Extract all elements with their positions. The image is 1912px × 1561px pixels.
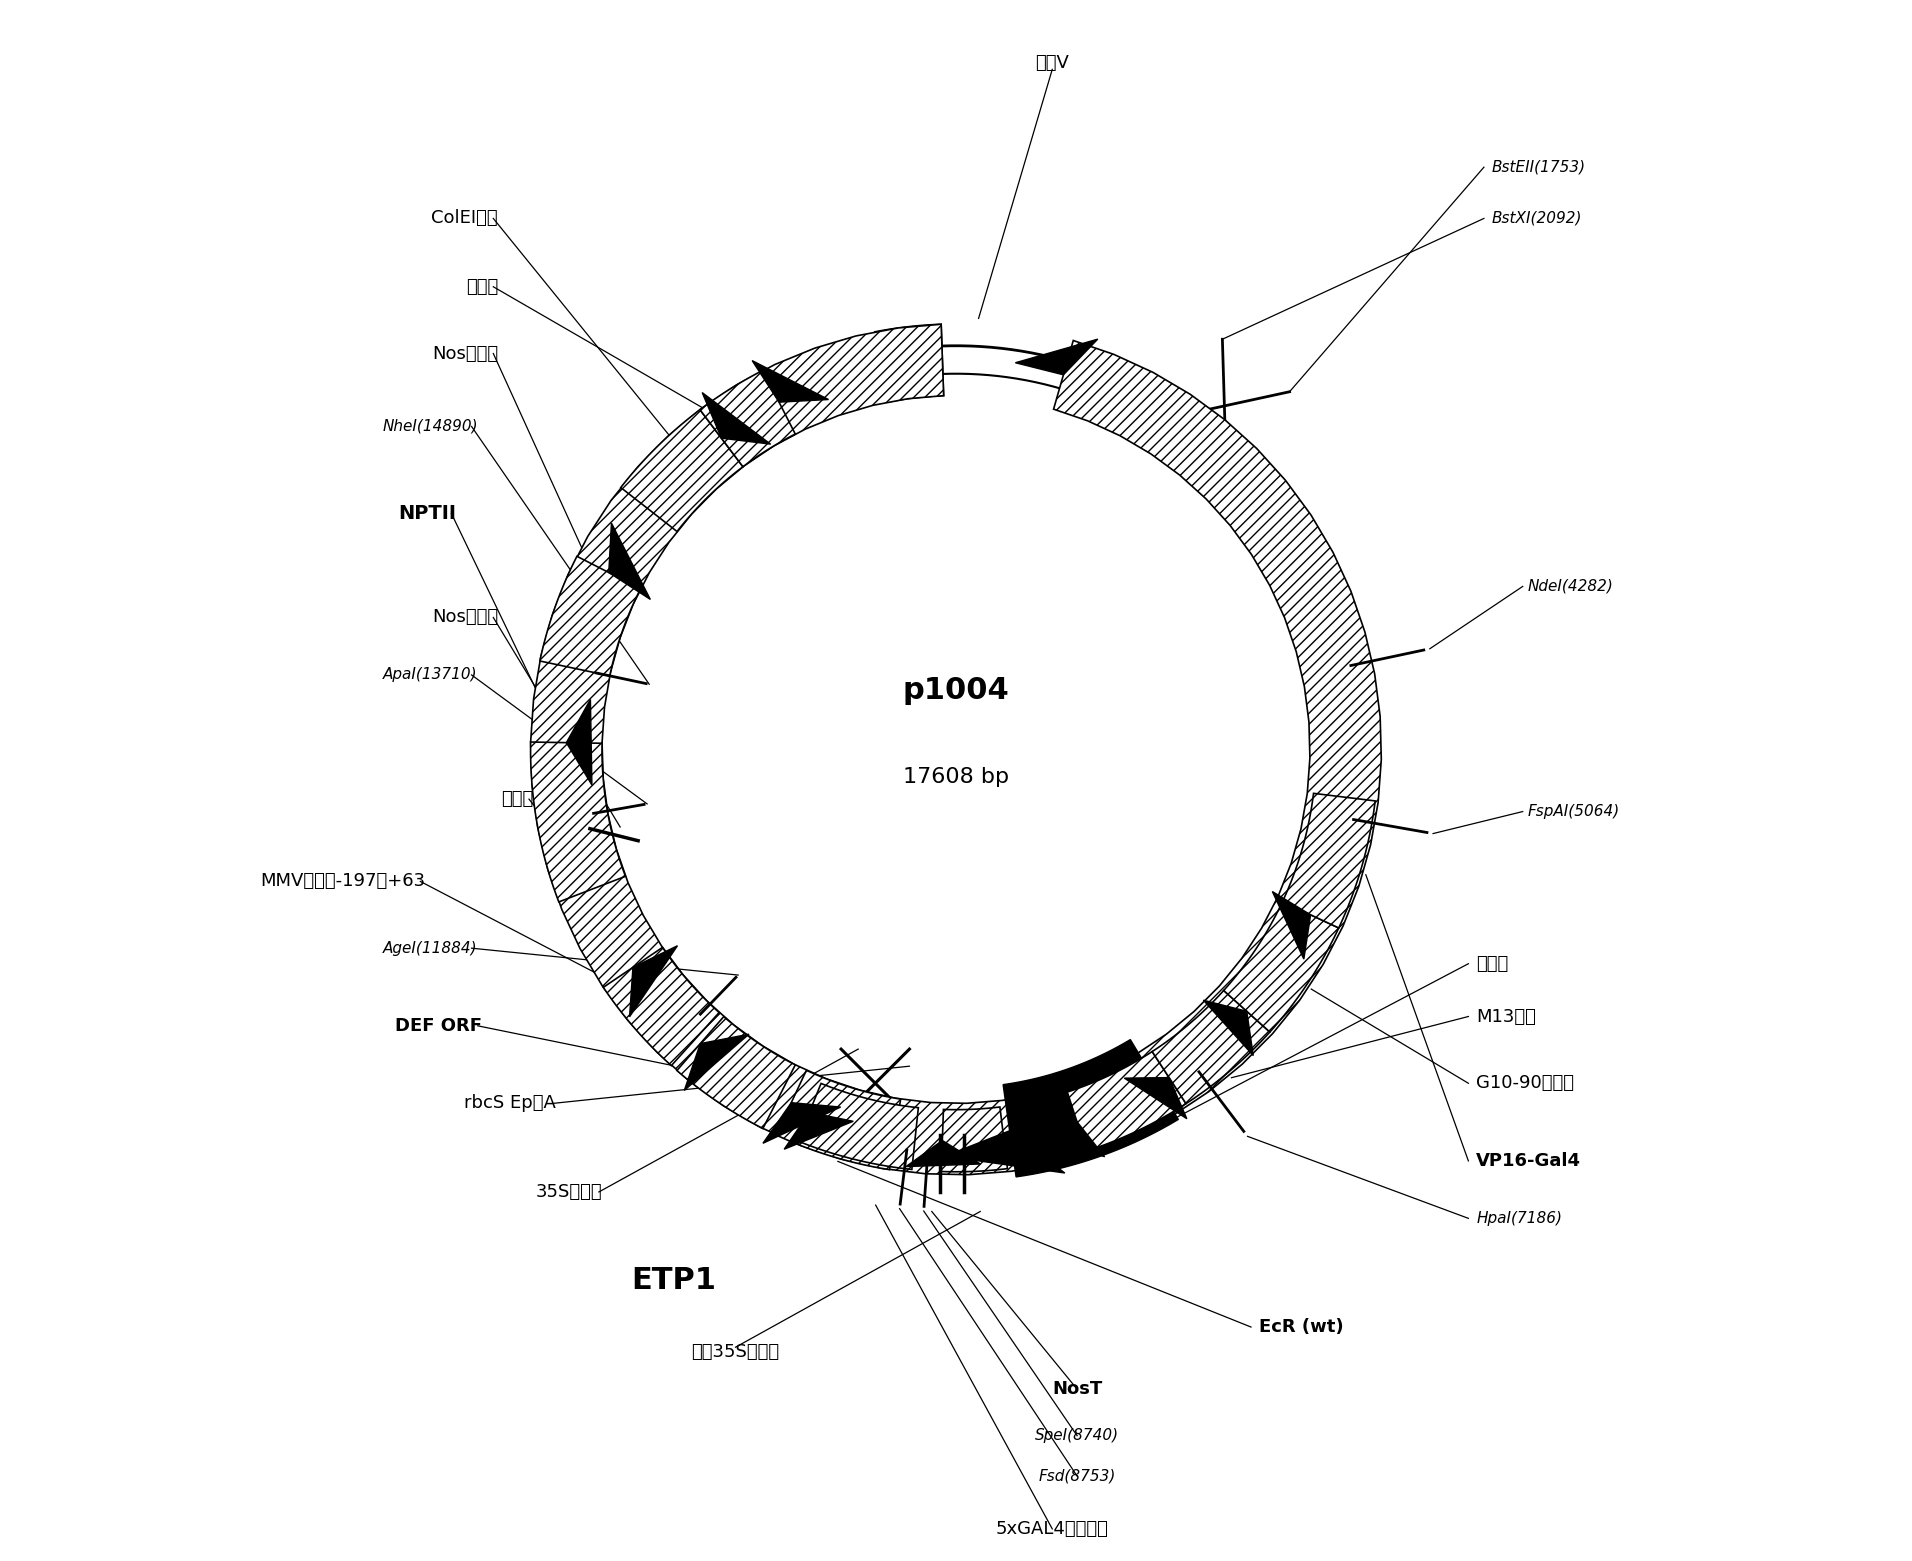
- Text: 增强子: 增强子: [501, 790, 533, 809]
- Text: FspAI(5064): FspAI(5064): [1528, 804, 1619, 820]
- Polygon shape: [784, 1113, 853, 1149]
- Polygon shape: [566, 699, 593, 785]
- Polygon shape: [530, 741, 625, 902]
- Polygon shape: [629, 946, 677, 1016]
- Text: NosT: NosT: [1052, 1380, 1101, 1399]
- Polygon shape: [1271, 891, 1310, 958]
- Polygon shape: [1283, 793, 1375, 927]
- Text: EcR (wt): EcR (wt): [1258, 1317, 1344, 1336]
- Polygon shape: [539, 556, 641, 676]
- Polygon shape: [702, 392, 771, 445]
- Polygon shape: [1004, 1040, 1178, 1177]
- Text: G10-90启动子: G10-90启动子: [1476, 1074, 1574, 1093]
- Polygon shape: [684, 1035, 750, 1091]
- Text: 5xGAL4效应元件: 5xGAL4效应元件: [996, 1520, 1109, 1538]
- Polygon shape: [1153, 991, 1270, 1104]
- Text: MMV启动子-197至+63: MMV启动子-197至+63: [260, 873, 424, 890]
- Text: NdeI(4282): NdeI(4282): [1528, 579, 1614, 593]
- Text: ColEI起点: ColEI起点: [432, 209, 497, 228]
- Polygon shape: [677, 1016, 795, 1129]
- Text: NPTII: NPTII: [398, 504, 457, 523]
- Polygon shape: [797, 1083, 918, 1169]
- Text: VP16-Gal4: VP16-Gal4: [1476, 1152, 1581, 1169]
- Polygon shape: [608, 523, 650, 599]
- Text: NheI(14890): NheI(14890): [382, 418, 478, 434]
- Text: AgeI(11884): AgeI(11884): [382, 941, 478, 955]
- Text: BstXI(2092): BstXI(2092): [1491, 211, 1581, 226]
- Text: Fsd(8753): Fsd(8753): [1038, 1469, 1117, 1483]
- Text: Nos终止子: Nos终止子: [432, 609, 497, 626]
- Text: ApaI(13710): ApaI(13710): [382, 668, 478, 682]
- Text: M13起点: M13起点: [1476, 1007, 1535, 1026]
- Text: BstEII(1753): BstEII(1753): [1491, 159, 1585, 175]
- Text: DEF ORF: DEF ORF: [396, 1016, 482, 1035]
- Polygon shape: [1034, 1121, 1105, 1157]
- Text: HpaI(7186): HpaI(7186): [1476, 1211, 1562, 1225]
- Polygon shape: [763, 1102, 841, 1143]
- Text: Nos启动子: Nos启动子: [432, 345, 497, 362]
- Polygon shape: [776, 1071, 901, 1169]
- Polygon shape: [532, 325, 1380, 1175]
- Text: rbcS Ep聚A: rbcS Ep聚A: [463, 1094, 554, 1113]
- Polygon shape: [945, 1130, 1065, 1172]
- Polygon shape: [876, 325, 945, 401]
- Polygon shape: [1203, 1001, 1252, 1055]
- Text: 35S终止子: 35S终止子: [535, 1183, 602, 1200]
- Polygon shape: [700, 370, 795, 467]
- Text: 17608 bp: 17608 bp: [902, 768, 1010, 787]
- Text: p1004: p1004: [902, 676, 1010, 706]
- Text: ETP1: ETP1: [631, 1266, 715, 1296]
- Polygon shape: [751, 361, 828, 403]
- Text: 右边界: 右边界: [467, 278, 497, 295]
- Polygon shape: [941, 1107, 1008, 1172]
- Polygon shape: [604, 948, 719, 1066]
- Text: 左边界: 左边界: [1476, 955, 1509, 973]
- Polygon shape: [1124, 1077, 1187, 1119]
- Polygon shape: [1067, 1052, 1185, 1150]
- Polygon shape: [621, 409, 744, 531]
- Text: 最小35S启动子: 最小35S启动子: [692, 1342, 780, 1361]
- Polygon shape: [1015, 339, 1097, 375]
- Text: 起点V: 起点V: [1034, 55, 1069, 72]
- Text: SpeI(8740): SpeI(8740): [1034, 1428, 1119, 1444]
- Polygon shape: [1224, 902, 1338, 1032]
- Polygon shape: [906, 1141, 981, 1166]
